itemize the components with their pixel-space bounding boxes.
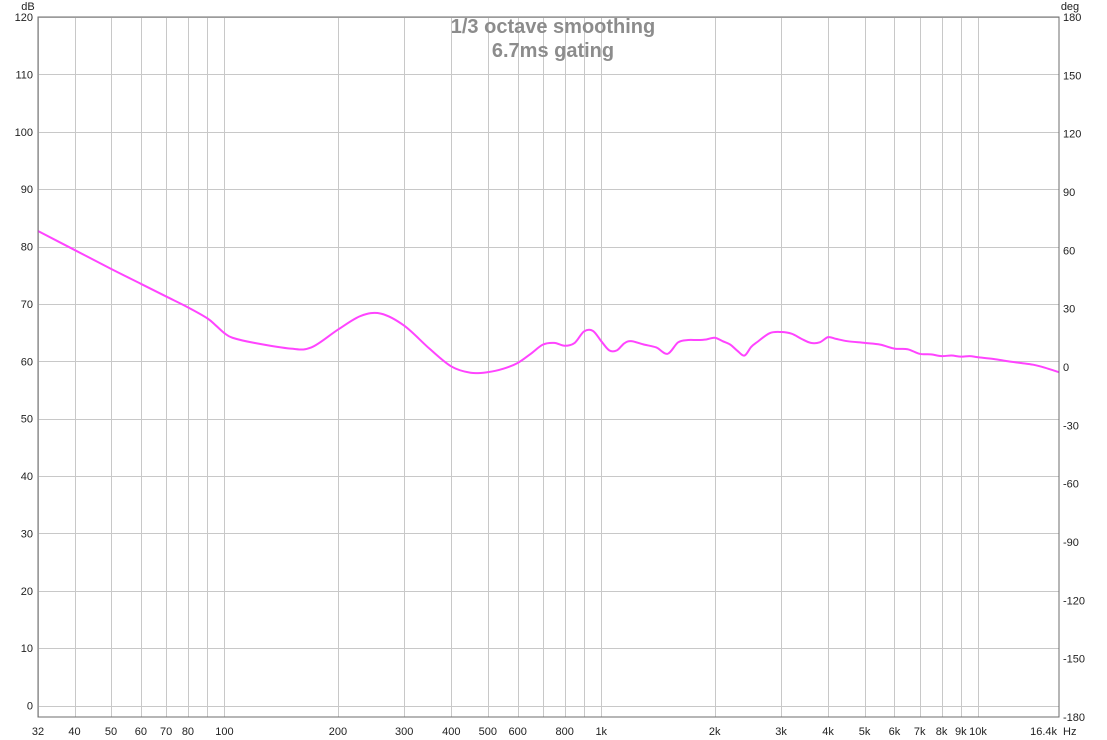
y-axis-unit: dB [21,1,34,13]
y-tick-label: 30 [21,528,33,540]
x-tick-label: 100 [215,726,233,738]
y2-tick-label: 0 [1063,362,1069,374]
x-tick-label: 500 [479,726,497,738]
y-tick-label: 80 [21,242,33,254]
y2-tick-label: -120 [1063,595,1085,607]
y-tick-label: 90 [21,184,33,196]
x-tick-label: 2k [709,726,721,738]
x-tick-label: 8k [936,726,948,738]
x-tick-label: 4k [822,726,834,738]
y2-tick-label: 150 [1063,70,1081,82]
x-tick-label: 7k [914,726,926,738]
plot-frame [37,16,1060,718]
y2-tick-label: 180 [1063,12,1081,24]
x-tick-label: 200 [329,726,347,738]
y-tick-label: 70 [21,299,33,311]
x-tick-label: 600 [508,726,526,738]
y-tick-label: 50 [21,414,33,426]
x-tick-label: 1k [595,726,607,738]
x-tick-label: 40 [68,726,80,738]
y-tick-label: 110 [15,69,33,81]
series-trace [37,230,1060,375]
plot-background [38,17,1059,717]
y2-tick-label: -60 [1063,479,1079,491]
y-tick-label: 60 [21,356,33,368]
y2-tick-label: -90 [1063,537,1079,549]
y2-tick-label: -30 [1063,420,1079,432]
x-tick-label: 5k [859,726,871,738]
y2-tick-label: 30 [1063,304,1075,316]
chart-subtitle: 6.7ms gating [492,40,614,62]
x-tick-label: 10k [969,726,987,738]
y2-tick-label: 60 [1063,245,1075,257]
y-tick-label: 40 [21,471,33,483]
y2-tick-label: 120 [1063,129,1081,141]
y-tick-label: 0 [27,701,33,713]
y2-tick-label: 90 [1063,187,1075,199]
series-line [37,230,1060,375]
y2-tick-label: -180 [1063,712,1085,724]
x-tick-label: 300 [395,726,413,738]
x-tick-label: 32 [32,726,44,738]
x-tick-label: 6k [889,726,901,738]
x-tick-label: 400 [442,726,460,738]
chart-title: 1/3 octave smoothing [451,16,656,38]
x-tick-label: 60 [135,726,147,738]
axis-labels: 0 10 20 30 40 50 60 70 80 90 100 110 120 -180 -150 -120… [15,12,1085,738]
x-tick-label: 3k [775,726,787,738]
y-tick-label: 20 [21,586,33,598]
y2-axis-unit: deg [1061,1,1079,13]
x-tick-label: 800 [556,726,574,738]
y-tick-label: 120 [15,12,33,24]
y-tick-label: 10 [21,643,33,655]
x-tick-label: 50 [105,726,117,738]
y-tick-label: 100 [15,127,33,139]
x-tick-label: 70 [160,726,172,738]
y2-tick-label: -150 [1063,654,1085,666]
x-tick-label: 9k [955,726,967,738]
x-tick-label: 80 [182,726,194,738]
x-tick-label: 16.4k [1030,726,1057,738]
x-axis-unit: Hz [1063,726,1076,738]
